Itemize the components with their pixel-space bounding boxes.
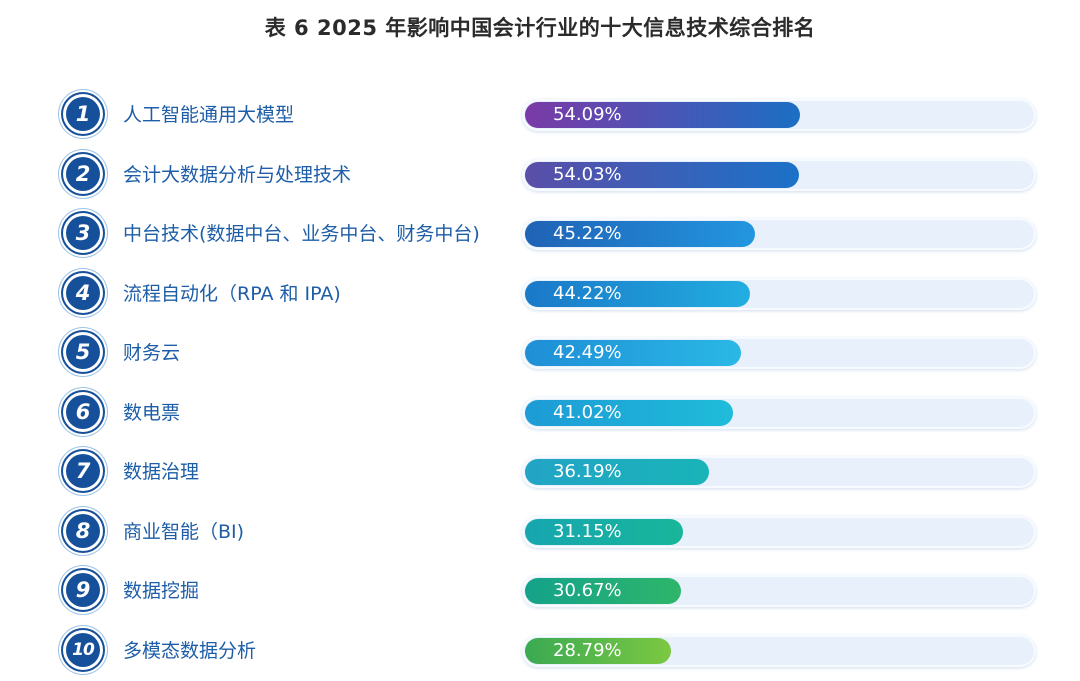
bar: 36.19% <box>525 459 709 485</box>
bar-value-label: 31.15% <box>553 521 622 542</box>
bar-value-label: 30.67% <box>553 580 622 601</box>
ranking-row: 7 数据治理 36.19% <box>0 443 1080 503</box>
bar-track: 30.67% <box>522 575 1036 607</box>
bar-track: 44.22% <box>522 278 1036 310</box>
rank-badge: 3 <box>63 213 103 253</box>
technology-label: 流程自动化（RPA 和 IPA) <box>123 279 341 306</box>
technology-label: 中台技术(数据中台、业务中台、财务中台) <box>123 219 480 246</box>
technology-label: 数据挖掘 <box>123 576 199 603</box>
bar-value-label: 42.49% <box>553 342 622 363</box>
bar: 45.22% <box>525 221 755 247</box>
rank-badge: 10 <box>63 630 103 670</box>
bar: 41.02% <box>525 400 733 426</box>
chart-title: 表 6 2025 年影响中国会计行业的十大信息技术综合排名 <box>0 12 1080 42</box>
bar: 30.67% <box>525 578 681 604</box>
bar-track: 42.49% <box>522 337 1036 369</box>
bar-track: 28.79% <box>522 635 1036 667</box>
ranking-row: 3 中台技术(数据中台、业务中台、财务中台) 45.22% <box>0 205 1080 265</box>
ranking-row: 8 商业智能（BI) 31.15% <box>0 503 1080 563</box>
rank-number: 5 <box>66 335 100 369</box>
bar-track: 54.03% <box>522 159 1036 191</box>
bar-track: 54.09% <box>522 99 1036 131</box>
rank-badge: 9 <box>63 570 103 610</box>
technology-label: 财务云 <box>123 338 180 365</box>
rank-badge: 4 <box>63 273 103 313</box>
ranking-row: 6 数电票 41.02% <box>0 384 1080 444</box>
bar-track: 45.22% <box>522 218 1036 250</box>
bar: 54.03% <box>525 162 799 188</box>
ranking-row: 1 人工智能通用大模型 54.09% <box>0 86 1080 146</box>
rank-badge: 2 <box>63 154 103 194</box>
rank-number: 7 <box>66 454 100 488</box>
bar-value-label: 36.19% <box>553 461 622 482</box>
bar-value-label: 44.22% <box>553 283 622 304</box>
bar-value-label: 41.02% <box>553 402 622 423</box>
rank-badge: 1 <box>63 94 103 134</box>
bar: 28.79% <box>525 638 671 664</box>
rank-number: 6 <box>66 395 100 429</box>
bar-value-label: 54.09% <box>553 104 622 125</box>
rank-number: 2 <box>66 157 100 191</box>
bar-value-label: 45.22% <box>553 223 622 244</box>
rank-number: 4 <box>66 276 100 310</box>
rank-badge: 7 <box>63 451 103 491</box>
ranking-row: 9 数据挖掘 30.67% <box>0 562 1080 622</box>
rank-badge: 8 <box>63 511 103 551</box>
technology-label: 数电票 <box>123 398 180 425</box>
bar-track: 36.19% <box>522 456 1036 488</box>
rank-number: 9 <box>66 573 100 607</box>
bar: 31.15% <box>525 519 683 545</box>
bar-value-label: 28.79% <box>553 640 622 661</box>
technology-label: 商业智能（BI) <box>123 517 244 544</box>
ranking-row: 2 会计大数据分析与处理技术 54.03% <box>0 146 1080 206</box>
ranking-row: 4 流程自动化（RPA 和 IPA) 44.22% <box>0 265 1080 325</box>
rank-number: 10 <box>66 633 100 667</box>
rank-number: 3 <box>66 216 100 250</box>
rank-number: 8 <box>66 514 100 548</box>
bar-track: 31.15% <box>522 516 1036 548</box>
bar: 42.49% <box>525 340 741 366</box>
bar-value-label: 54.03% <box>553 164 622 185</box>
bar: 54.09% <box>525 102 800 128</box>
ranking-list: 1 人工智能通用大模型 54.09% 2 会计大数据分析与处理技术 54.03% 3 中台技术… <box>0 86 1080 681</box>
technology-label: 会计大数据分析与处理技术 <box>123 160 351 187</box>
rank-number: 1 <box>66 97 100 131</box>
technology-label: 人工智能通用大模型 <box>123 100 294 127</box>
rank-badge: 5 <box>63 332 103 372</box>
technology-label: 数据治理 <box>123 457 199 484</box>
bar-track: 41.02% <box>522 397 1036 429</box>
rank-badge: 6 <box>63 392 103 432</box>
technology-label: 多模态数据分析 <box>123 636 256 663</box>
bar: 44.22% <box>525 281 750 307</box>
ranking-row: 5 财务云 42.49% <box>0 324 1080 384</box>
ranking-row: 10 多模态数据分析 28.79% <box>0 622 1080 681</box>
